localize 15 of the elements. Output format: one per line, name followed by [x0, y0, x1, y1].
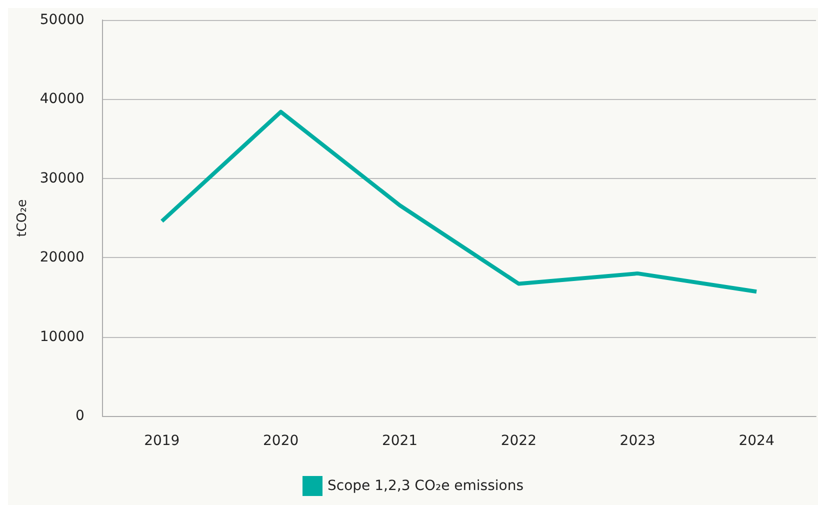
y-tick-label: 40000 — [40, 91, 84, 108]
y-axis-title: tCO₂e — [15, 199, 30, 237]
x-tick-label: 2023 — [620, 433, 656, 449]
legend-label: Scope 1,2,3 CO₂e emissions — [328, 478, 524, 494]
x-tick-label: 2021 — [382, 433, 418, 449]
y-tick-label: 30000 — [40, 170, 84, 186]
line-series — [160, 110, 759, 294]
x-tick-label: 2024 — [738, 433, 774, 449]
x-tick-label: 2022 — [500, 433, 536, 449]
y-tick-label: 20000 — [40, 250, 84, 266]
y-tick-label: 10000 — [40, 328, 84, 345]
y-tick-label: 0 — [76, 408, 84, 424]
x-tick-label: 2020 — [263, 433, 299, 449]
y-tick-label: 50000 — [40, 12, 84, 28]
x-tick-label: 2019 — [144, 433, 180, 449]
